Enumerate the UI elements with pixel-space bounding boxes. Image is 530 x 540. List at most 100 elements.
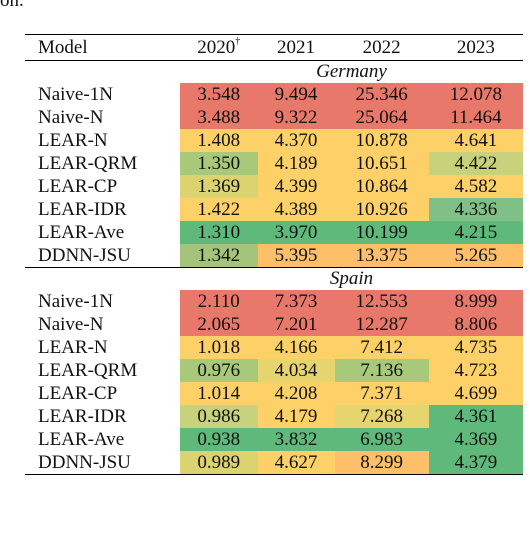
model-name: LEAR-IDR	[38, 406, 127, 427]
section-title: Spain	[180, 267, 523, 290]
table-row: LEAR-N 1.018 4.166 7.412 4.735	[25, 336, 523, 359]
value-cell: 12.553	[334, 290, 429, 313]
value-cell: 4.208	[257, 382, 335, 405]
table-header: Model 2020† 2021 2022 2023	[25, 34, 523, 61]
model-name: LEAR-Ave	[38, 222, 125, 243]
model-name: LEAR-CP	[38, 383, 118, 404]
value-cell: 4.370	[257, 129, 335, 152]
value-cell: 4.379	[428, 451, 523, 475]
model-name: LEAR-IDR	[38, 199, 127, 220]
model-name: LEAR-QRM	[38, 153, 138, 174]
table-row: LEAR-QRM 0.976 4.034 7.136 4.723	[25, 359, 523, 382]
model-name: DDNN-JSU	[25, 451, 180, 475]
model-name: LEAR-N	[38, 337, 108, 358]
value-cell: 1.408	[180, 129, 258, 152]
value-cell: 10.199	[334, 221, 429, 244]
section-title: Germany	[316, 61, 387, 82]
value-cell: 2.065	[180, 313, 258, 336]
value-cell: 10.878	[334, 129, 429, 152]
section-row: Spain	[25, 267, 523, 290]
value-cell: 4.361	[428, 405, 523, 428]
value-cell: 1.310	[180, 221, 258, 244]
value-cell: 12.287	[334, 313, 429, 336]
header-model: Model	[25, 34, 180, 61]
model-name: Naive-N	[38, 314, 104, 335]
value-cell: 1.014	[180, 382, 258, 405]
value-cell: 25.346	[334, 83, 429, 106]
value-cell: 4.399	[257, 175, 335, 198]
value-cell: 4.582	[428, 175, 523, 198]
model-name: LEAR-Ave	[38, 429, 125, 450]
value-cell: 7.412	[334, 336, 429, 359]
table-row: LEAR-CP 1.369 4.399 10.864 4.582	[25, 175, 523, 198]
value-cell: 8.806	[428, 313, 523, 336]
value-cell: 4.735	[428, 336, 523, 359]
value-cell: 12.078	[428, 83, 523, 106]
model-name: DDNN-JSU	[38, 245, 131, 266]
value-cell: 7.201	[257, 313, 335, 336]
value-cell: 4.034	[257, 359, 335, 382]
value-cell: 0.976	[180, 359, 258, 382]
value-cell: 8.299	[334, 451, 429, 475]
value-cell: 1.369	[180, 175, 258, 198]
header-2021: 2021	[257, 34, 335, 61]
value-cell: 3.488	[180, 106, 258, 129]
value-cell: 8.999	[428, 290, 523, 313]
header-2022: 2022	[334, 34, 429, 61]
model-name: Naive-1N	[38, 291, 113, 312]
section-spacer	[25, 267, 180, 290]
value-cell: 1.018	[180, 336, 258, 359]
value-cell: 1.342	[180, 244, 258, 268]
value-cell: 0.938	[180, 428, 258, 451]
value-cell: 5.395	[257, 244, 335, 268]
value-cell: 5.265	[428, 244, 523, 268]
value-cell: 1.350	[180, 152, 258, 175]
value-cell: 13.375	[334, 244, 429, 268]
value-cell: 9.322	[257, 106, 335, 129]
value-cell: 1.422	[180, 198, 258, 221]
value-cell: 6.983	[334, 428, 429, 451]
header-2020-label: 2020	[197, 37, 236, 58]
value-cell: 4.641	[428, 129, 523, 152]
value-cell: 25.064	[334, 106, 429, 129]
value-cell: 7.136	[334, 359, 429, 382]
table-row: LEAR-CP 1.014 4.208 7.371 4.699	[25, 382, 523, 405]
value-cell: 3.970	[257, 221, 335, 244]
value-cell: 7.373	[257, 290, 335, 313]
value-cell: 4.369	[428, 428, 523, 451]
table-row: LEAR-IDR 0.986 4.179 7.268 4.361	[25, 405, 523, 428]
table-row: Naive-1N 3.548 9.494 25.346 12.078	[25, 83, 523, 106]
value-cell: 0.986	[180, 405, 258, 428]
table-row: Naive-N 3.488 9.322 25.064 11.464	[25, 106, 523, 129]
model-name: Naive-1N	[38, 84, 113, 105]
header-2020-mark: †	[235, 36, 241, 47]
model-name: LEAR-QRM	[38, 360, 138, 381]
table-row: LEAR-QRM 1.350 4.189 10.651 4.422	[25, 152, 523, 175]
value-cell: 2.110	[180, 290, 258, 313]
value-cell: 4.723	[428, 359, 523, 382]
value-cell: 10.864	[334, 175, 429, 198]
value-cell: 4.189	[257, 152, 335, 175]
value-cell: 4.422	[428, 152, 523, 175]
value-cell: 11.464	[428, 106, 523, 129]
value-cell: 4.699	[428, 382, 523, 405]
value-cell: 10.926	[334, 198, 429, 221]
value-cell: 4.389	[257, 198, 335, 221]
section-row: Germany	[25, 61, 523, 84]
value-cell: 10.651	[334, 152, 429, 175]
model-name: LEAR-N	[38, 130, 108, 151]
value-cell: 4.336	[428, 198, 523, 221]
model-name: Naive-N	[38, 107, 104, 128]
value-cell: 4.627	[257, 451, 335, 475]
value-cell: 7.268	[334, 405, 429, 428]
value-cell: 0.989	[180, 451, 258, 475]
table-row: Naive-N 2.065 7.201 12.287 8.806	[25, 313, 523, 336]
value-cell: 4.215	[428, 221, 523, 244]
value-cell: 3.832	[257, 428, 335, 451]
header-row: Model 2020† 2021 2022 2023	[25, 34, 523, 61]
table-row: LEAR-Ave 1.310 3.970 10.199 4.215	[25, 221, 523, 244]
section-spacer	[25, 61, 180, 84]
value-cell: 7.371	[334, 382, 429, 405]
value-cell: 3.548	[180, 83, 258, 106]
preceding-text-fragment: on.	[0, 0, 24, 11]
